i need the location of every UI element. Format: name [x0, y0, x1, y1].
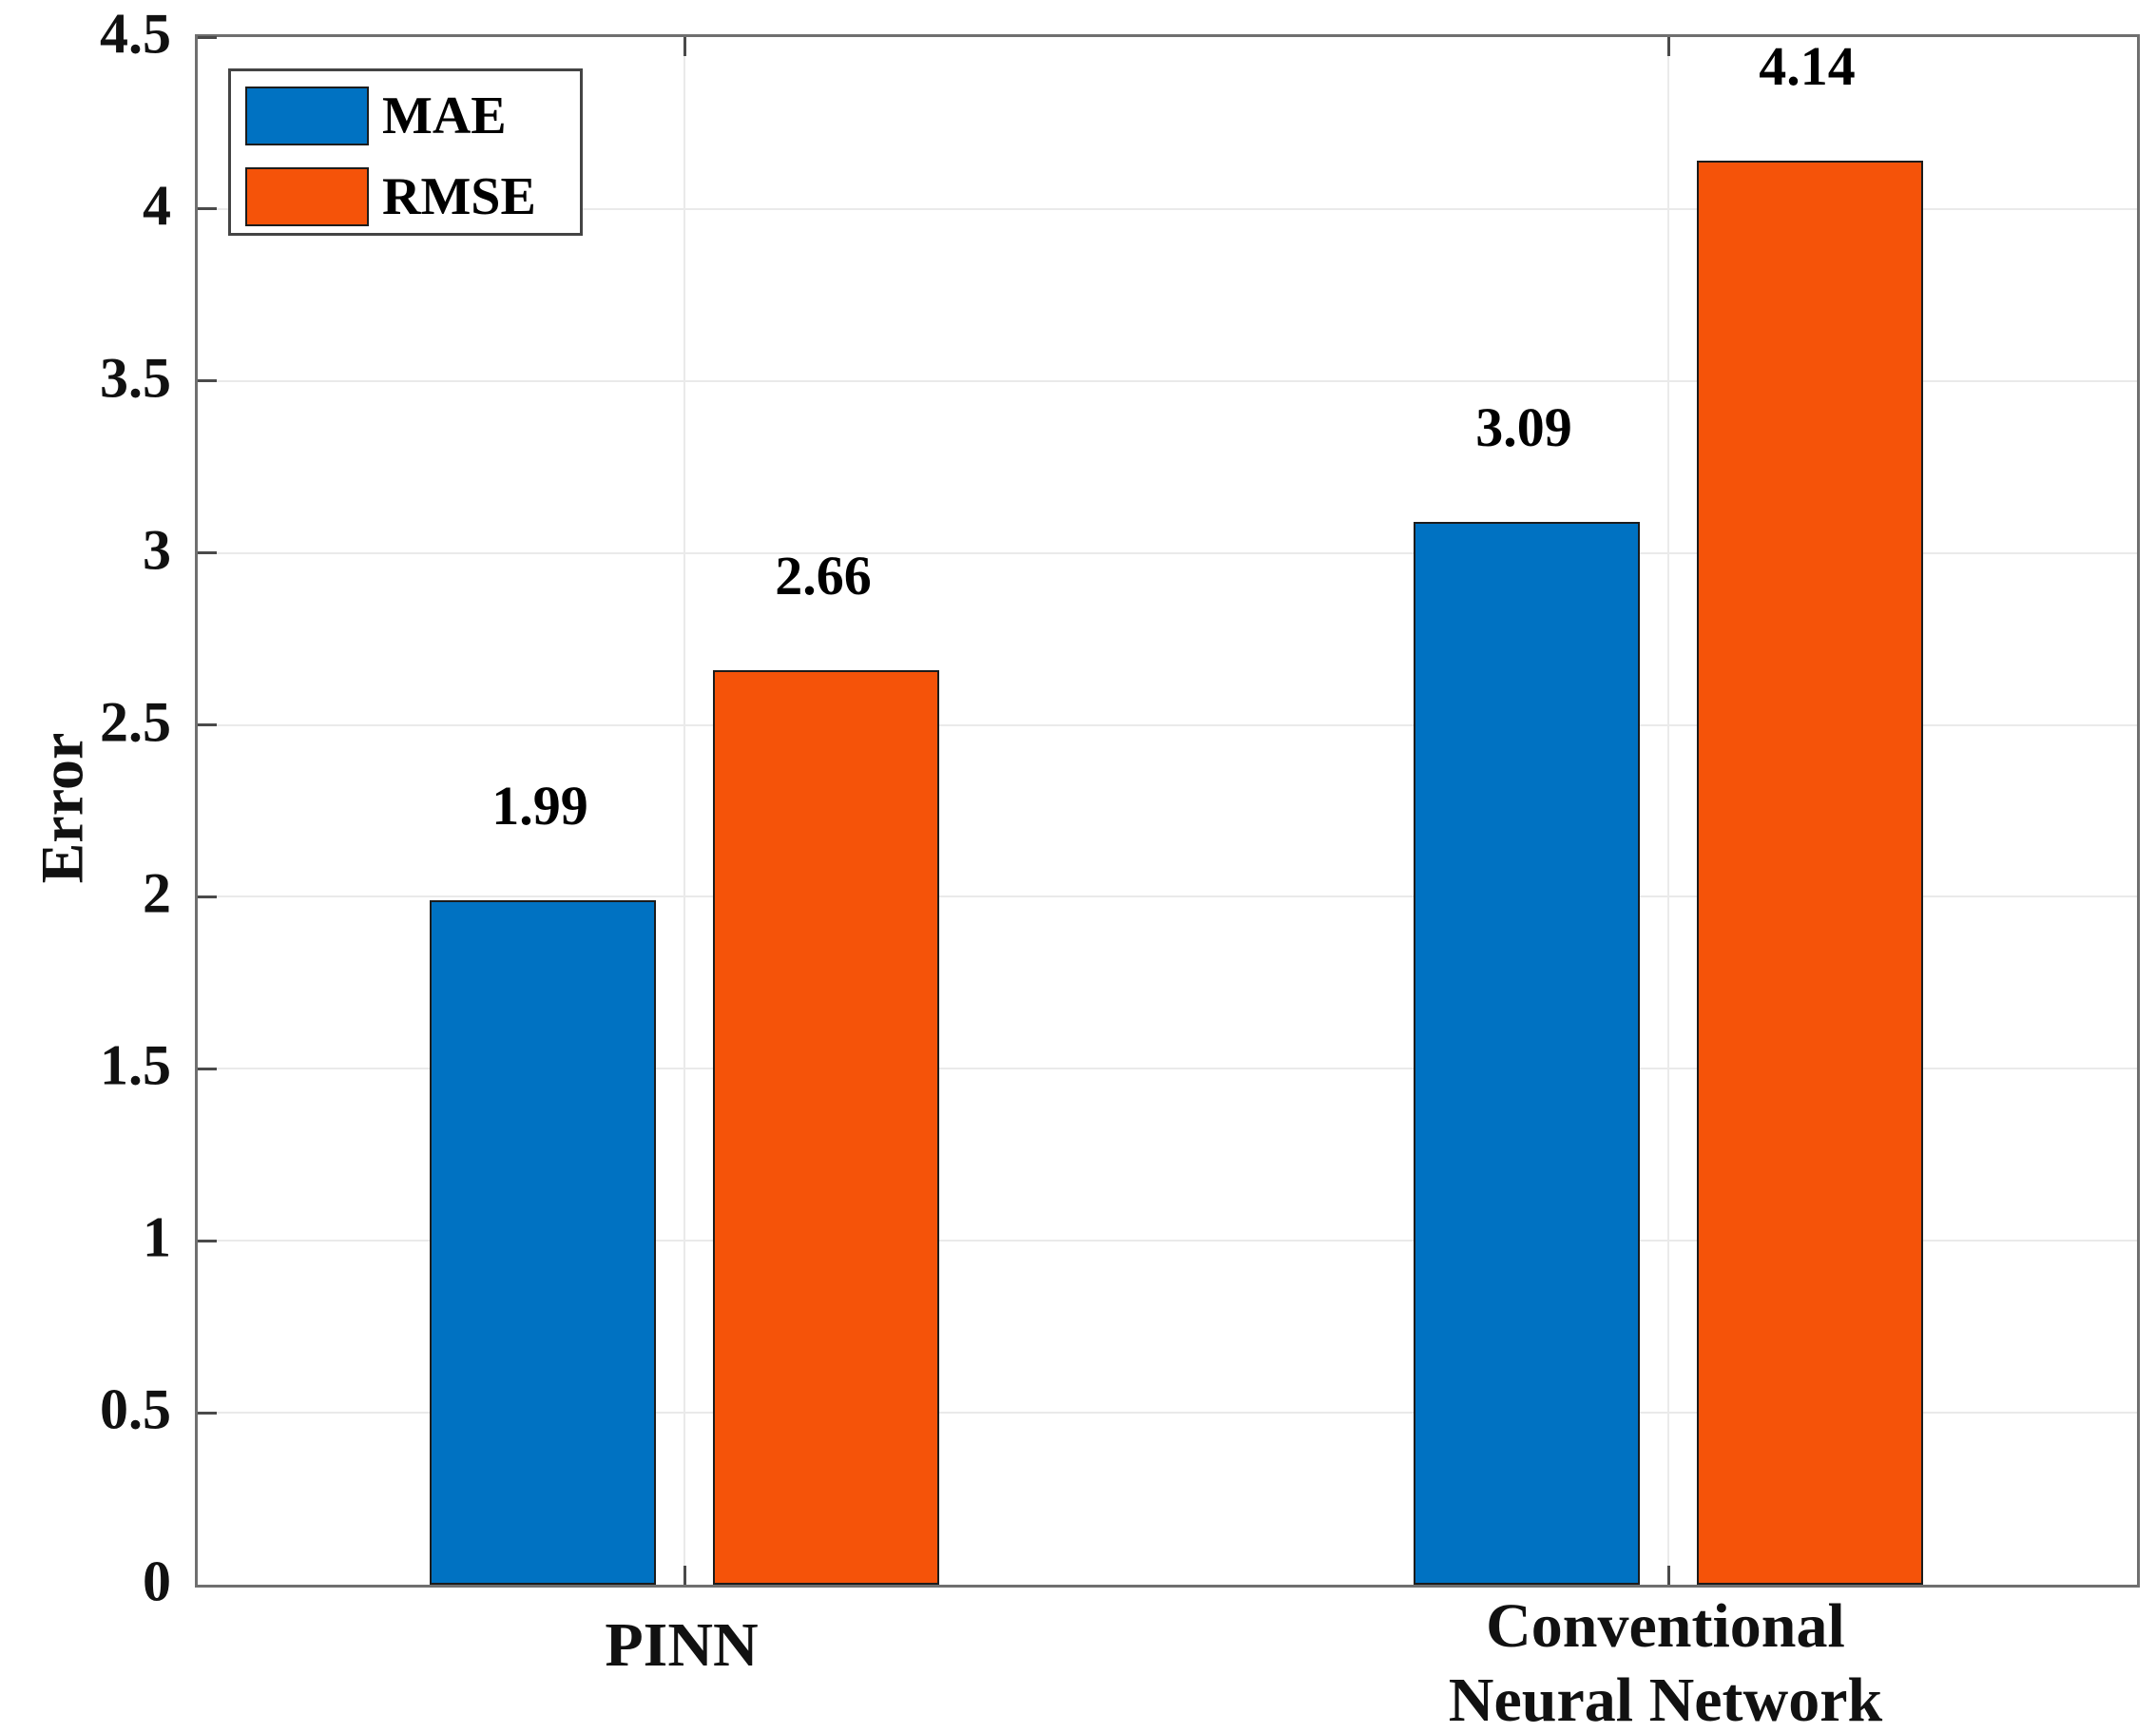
x-tick-mark — [1666, 37, 1670, 56]
y-tick-mark — [198, 1067, 217, 1070]
y-tick-mark — [198, 1239, 217, 1242]
bar-value-label: 1.99 — [491, 775, 588, 838]
y-tick-mark — [198, 1411, 217, 1415]
bar-rmse-1 — [1697, 161, 1923, 1585]
y-tick-mark — [198, 551, 217, 555]
y-tick-label: 2.5 — [100, 690, 171, 754]
bar-rmse-0 — [713, 669, 939, 1585]
bar-value-label: 3.09 — [1475, 396, 1572, 459]
bar-value-label: 4.14 — [1759, 35, 1856, 98]
h-gridline — [198, 207, 2137, 210]
y-tick-label: 3 — [143, 518, 171, 582]
bar-value-label: 2.66 — [775, 544, 872, 607]
y-tick-label: 3.5 — [100, 346, 171, 410]
x-tick-mark — [1666, 1566, 1670, 1585]
h-gridline — [198, 379, 2137, 382]
mae-color-swatch — [245, 87, 369, 145]
legend-label-mae: MAE — [382, 87, 507, 145]
y-tick-label: 0.5 — [100, 1377, 171, 1441]
h-gridline — [198, 1240, 2137, 1242]
x-tick-mark — [683, 1566, 686, 1585]
legend-item-rmse: RMSE — [245, 167, 536, 226]
h-gridline — [198, 1068, 2137, 1070]
y-tick-label: 1.5 — [100, 1033, 171, 1097]
bar-mae-0 — [430, 900, 656, 1585]
y-tick-label: 0 — [143, 1550, 171, 1613]
legend-item-mae: MAE — [245, 87, 507, 145]
h-gridline — [198, 1412, 2137, 1415]
y-tick-mark — [198, 895, 217, 898]
bar-mae-1 — [1414, 522, 1640, 1585]
h-gridline — [198, 551, 2137, 554]
y-tick-label: 1 — [143, 1205, 171, 1269]
y-tick-mark — [198, 723, 217, 727]
plot-area — [195, 34, 2140, 1588]
rmse-color-swatch — [245, 167, 369, 226]
x-category-line: Conventional — [1486, 1591, 1845, 1661]
y-tick-label: 2 — [143, 861, 171, 925]
v-gridline — [1667, 37, 1669, 1585]
x-category-label: Conventional Neural Network — [1449, 1589, 1882, 1733]
y-tick-mark — [198, 207, 217, 211]
y-tick-label: 4.5 — [100, 2, 171, 66]
y-tick-mark — [198, 379, 217, 383]
y-tick-mark — [198, 35, 217, 39]
y-axis-label: Error — [28, 732, 96, 884]
legend-label-rmse: RMSE — [382, 167, 536, 226]
x-tick-mark — [683, 37, 686, 56]
v-gridline — [683, 37, 685, 1585]
h-gridline — [198, 723, 2137, 726]
x-category-line: PINN — [605, 1610, 759, 1680]
legend: MAE RMSE — [228, 68, 583, 236]
x-category-line: Neural Network — [1448, 1666, 1883, 1733]
x-category-label: PINN — [605, 1608, 758, 1683]
h-gridline — [198, 895, 2137, 898]
y-tick-label: 4 — [143, 174, 171, 238]
